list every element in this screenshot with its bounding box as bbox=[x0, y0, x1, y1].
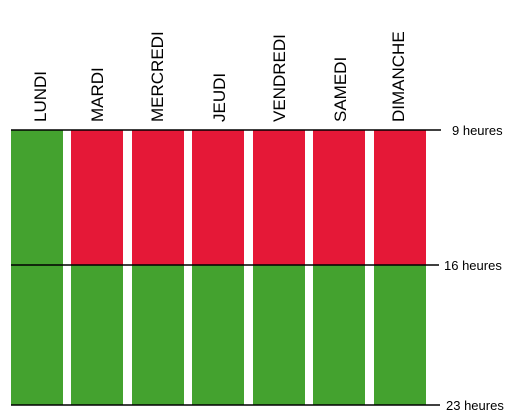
day-label-vendredi: VENDREDI bbox=[270, 34, 289, 122]
schedule-cells bbox=[11, 130, 426, 405]
day-label-samedi: SAMEDI bbox=[331, 57, 350, 122]
day-labels: LUNDI MARDI MERCREDI JEUDI VENDREDI SAME… bbox=[31, 31, 408, 122]
slot-jeudi-2-open bbox=[192, 265, 244, 405]
day-label-mercredi: MERCREDI bbox=[148, 31, 167, 122]
slot-mardi-2-open bbox=[71, 265, 123, 405]
slot-samedi-1-closed bbox=[313, 130, 365, 265]
slot-samedi-2-open bbox=[313, 265, 365, 405]
slot-dimanche-2-open bbox=[374, 265, 426, 405]
slot-mercredi-1-closed bbox=[132, 130, 184, 265]
time-label-9h: 9 heures bbox=[452, 123, 503, 138]
time-labels: 9 heures 16 heures 23 heures bbox=[444, 123, 504, 412]
day-label-dimanche: DIMANCHE bbox=[389, 31, 408, 122]
day-label-mardi: MARDI bbox=[88, 67, 107, 122]
slot-vendredi-2-open bbox=[253, 265, 305, 405]
slot-vendredi-1-closed bbox=[253, 130, 305, 265]
slot-lundi-1-open bbox=[11, 130, 63, 265]
time-lines bbox=[11, 129, 441, 406]
day-label-jeudi: JEUDI bbox=[210, 73, 229, 122]
slot-lundi-2-open bbox=[11, 265, 63, 405]
time-label-16h: 16 heures bbox=[444, 258, 502, 273]
slot-jeudi-1-closed bbox=[192, 130, 244, 265]
slot-dimanche-1-closed bbox=[374, 130, 426, 265]
time-label-23h: 23 heures bbox=[446, 398, 504, 412]
day-label-lundi: LUNDI bbox=[31, 71, 50, 122]
slot-mercredi-2-open bbox=[132, 265, 184, 405]
slot-mardi-1-closed bbox=[71, 130, 123, 265]
